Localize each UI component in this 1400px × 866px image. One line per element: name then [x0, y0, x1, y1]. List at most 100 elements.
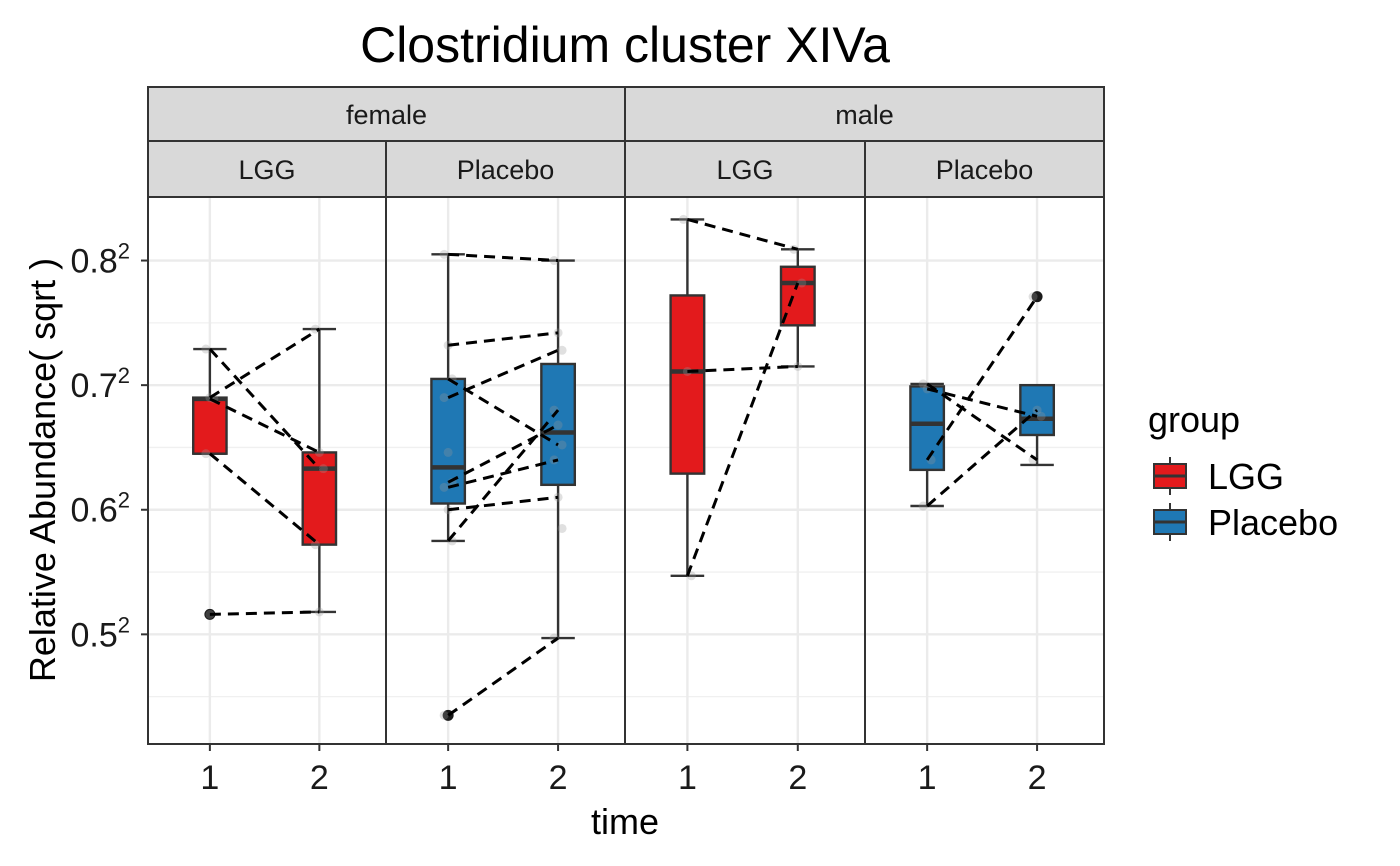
- panel-background: [865, 197, 1104, 744]
- facet-strips: female male LGG Placebo LGG Placebo: [147, 86, 1105, 198]
- panel-female-placebo: [385, 196, 626, 745]
- x-tick-label: 1: [439, 759, 458, 797]
- x-tick-label: 2: [788, 759, 807, 797]
- box-body: [669, 294, 706, 475]
- x-tick-label: 1: [200, 759, 219, 797]
- y-tick-label: 0.52: [70, 612, 130, 654]
- box-body: [192, 396, 228, 455]
- y-tick-base: 0.5: [70, 616, 117, 654]
- x-tick-label: 2: [1028, 759, 1047, 797]
- strip-label-lgg: LGG: [238, 155, 295, 185]
- jitter-point: [1028, 292, 1038, 302]
- legend-entry-lgg: LGG: [1150, 456, 1284, 497]
- panel-border: [864, 196, 1105, 745]
- jitter-point: [439, 249, 449, 259]
- y-tick-exponent: 2: [118, 363, 130, 388]
- strip-label-placebo: Placebo: [936, 155, 1034, 185]
- legend-label: LGG: [1208, 456, 1284, 497]
- jitter-point: [557, 345, 567, 355]
- outlier-point: [1031, 291, 1043, 303]
- pair-line: [685, 282, 800, 577]
- jitter-point: [310, 540, 320, 550]
- x-tick-label: 2: [310, 759, 329, 797]
- jitter-point: [201, 344, 211, 354]
- jitter-point: [439, 710, 449, 720]
- jitter-point: [918, 379, 928, 389]
- y-tick-label: 0.72: [70, 363, 130, 405]
- pair-line: [209, 610, 320, 616]
- pair-line: [447, 423, 559, 484]
- x-tick-label: 1: [918, 759, 937, 797]
- panel-female-lgg: [147, 196, 387, 745]
- strip-label-placebo: Placebo: [457, 155, 555, 185]
- box-body: [430, 377, 467, 505]
- box-time-2: [301, 327, 338, 614]
- pair-line: [447, 495, 559, 512]
- strip-label-female: female: [346, 100, 427, 130]
- box-time-1: [909, 382, 946, 508]
- y-tick-base: 0.6: [70, 492, 117, 530]
- strip-label-lgg: LGG: [716, 155, 773, 185]
- y-tick-label: 0.62: [70, 488, 130, 530]
- pair-line: [925, 295, 1039, 461]
- pair-line: [687, 217, 799, 251]
- jitter-point: [1036, 411, 1046, 421]
- x-axis-title: time: [591, 801, 659, 842]
- pair-line: [926, 408, 1039, 508]
- pair-line: [446, 409, 560, 542]
- y-tick-base: 0.8: [70, 243, 117, 281]
- y-tick-label: 0.82: [70, 239, 130, 281]
- y-axis-title: Relative Abundance( sqrt ): [22, 258, 63, 682]
- pair-line: [447, 458, 559, 489]
- legend-label: Placebo: [1208, 502, 1338, 543]
- x-tick-label: 2: [549, 759, 568, 797]
- strip-label-male: male: [835, 100, 894, 130]
- box-time-1: [430, 253, 467, 721]
- legend: group LGG Placebo: [1148, 399, 1338, 543]
- jitter-point: [678, 214, 688, 224]
- jitter-point: [439, 482, 449, 492]
- x-axis: 1 2 1 2 1 2 1 2: [200, 744, 1047, 797]
- jitter-point: [918, 501, 928, 511]
- facet-panels: [147, 196, 1105, 745]
- jitter-point: [549, 256, 559, 266]
- jitter-point: [557, 440, 567, 450]
- panel-background: [148, 197, 386, 744]
- pair-line: [208, 348, 321, 470]
- chart-title: Clostridium cluster XIVa: [360, 17, 890, 73]
- jitter-point: [553, 420, 563, 430]
- panel-male-lgg: [624, 196, 866, 745]
- box-body: [909, 385, 946, 472]
- panel-background: [625, 197, 865, 744]
- box-time-1: [669, 218, 706, 577]
- y-tick-exponent: 2: [118, 488, 130, 513]
- pair-line: [926, 387, 1038, 418]
- jitter-point: [557, 523, 567, 533]
- pair-line: [926, 382, 1038, 462]
- jitter-point: [439, 393, 449, 403]
- y-axis: 0.520.620.720.82: [70, 239, 148, 654]
- pair-line: [687, 364, 798, 373]
- jitter-point: [797, 278, 807, 288]
- strip-female: [147, 86, 626, 142]
- y-tick-base: 0.7: [70, 367, 117, 405]
- pair-line: [448, 252, 559, 263]
- box-body: [301, 451, 338, 546]
- pair-line: [209, 327, 321, 399]
- jitter-point: [443, 447, 453, 457]
- strip-male: [624, 86, 1105, 142]
- legend-title: group: [1148, 399, 1240, 440]
- panel-male-placebo: [864, 196, 1105, 745]
- pair-line: [447, 331, 559, 347]
- x-tick-label: 1: [678, 759, 697, 797]
- strip-placebo: [864, 140, 1105, 198]
- pair-line: [447, 636, 559, 717]
- legend-entry-placebo: Placebo: [1150, 502, 1338, 543]
- y-tick-exponent: 2: [118, 612, 130, 637]
- jitter-point: [318, 464, 328, 474]
- pair-line: [447, 348, 559, 399]
- box-time-1: [192, 347, 228, 620]
- jitter-point: [201, 449, 211, 459]
- y-tick-exponent: 2: [118, 239, 130, 264]
